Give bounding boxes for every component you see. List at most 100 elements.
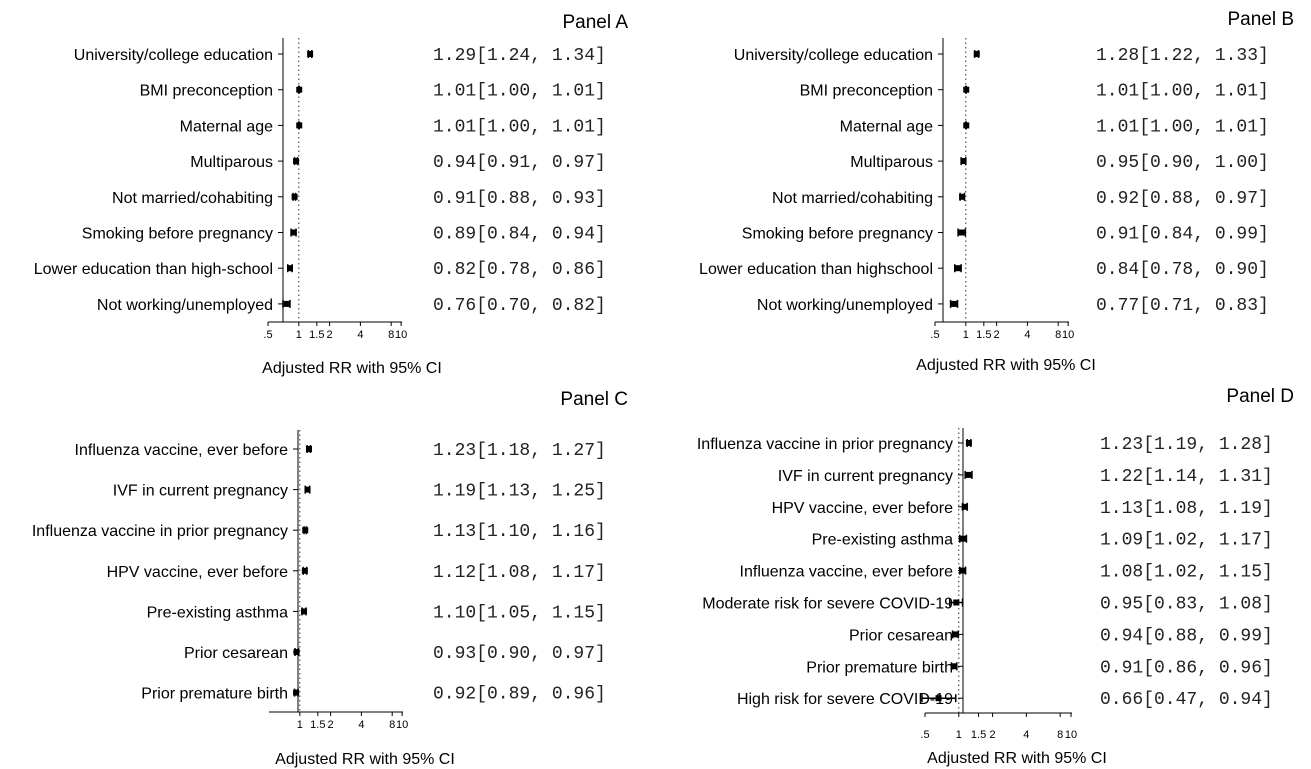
panel-d-row-label: Influenza vaccine in prior pregnancy xyxy=(697,436,953,453)
panel-d-point-estimate xyxy=(965,440,972,446)
panel-c-row-label: Prior premature birth xyxy=(141,686,288,703)
panel-b-point-estimate xyxy=(963,122,970,129)
panel-b-estimate-text: 0.77[0.71, 0.83] xyxy=(1096,296,1269,316)
panel-b-point-estimate xyxy=(955,265,962,272)
panel-d-point-estimate xyxy=(935,695,942,702)
panel-a-x-tick-label: 4 xyxy=(357,329,363,341)
panel-a-point-estimate xyxy=(293,158,300,165)
panel-c-estimate-text: 1.12[1.08, 1.17] xyxy=(433,563,606,583)
panel-a-row-label: Not married/cohabiting xyxy=(112,190,273,207)
panel-a-x-tick-label: 8 xyxy=(388,329,394,341)
panel-c-row-label: Prior cesarean xyxy=(184,645,288,662)
panel-b-x-tick-label: 10 xyxy=(1062,329,1074,341)
panel-d-title: Panel D xyxy=(1226,386,1294,407)
panel-d-estimate-text: 0.94[0.88, 0.99] xyxy=(1100,626,1273,646)
panel-b-row-label: Not married/cohabiting xyxy=(772,190,933,207)
panel-b-x-tick-label: 8 xyxy=(1055,329,1061,341)
panel-d-point-estimate xyxy=(959,535,966,542)
panel-c-x-tick-label: 1 xyxy=(297,719,303,731)
panel-b-point-estimate xyxy=(958,229,965,236)
panel-d-estimate-text: 1.08[1.02, 1.15] xyxy=(1100,563,1273,583)
panel-a-estimate-text: 0.91[0.88, 0.93] xyxy=(433,189,606,209)
panel-c-row-label: Influenza vaccine in prior pregnancy xyxy=(32,523,288,540)
panel-d-point-estimate xyxy=(961,503,968,510)
panel-c-row-label: Pre-existing asthma xyxy=(147,604,288,621)
panel-d-estimate-text: 0.91[0.86, 0.96] xyxy=(1100,658,1273,678)
panel-b-x-tick-label: 1 xyxy=(963,329,969,341)
panel-b-row-label: Maternal age xyxy=(840,118,933,135)
panel-d-estimate-text: 0.66[0.47, 0.94] xyxy=(1100,690,1273,710)
panel-b-point-estimate xyxy=(951,300,958,307)
panel-a-row-label: Maternal age xyxy=(180,118,273,135)
panel-d-row-label: Influenza vaccine, ever before xyxy=(740,564,954,581)
panel-d-row-label: Prior premature birth xyxy=(806,659,953,676)
panel-d-row-label: Moderate risk for severe COVID-19 xyxy=(702,596,953,613)
panel-c-estimate-text: 0.93[0.90, 0.97] xyxy=(433,644,606,664)
panel-b-row-label: Lower education than highschool xyxy=(699,261,933,278)
panel-d-x-tick-label: 1.5 xyxy=(971,729,986,741)
panel-c-estimate-text: 1.23[1.18, 1.27] xyxy=(433,441,606,461)
panel-a-estimate-text: 1.01[1.00, 1.01] xyxy=(433,117,606,137)
panel-a-x-tick-label: .5 xyxy=(263,329,272,341)
panel-a-x-tick-label: 10 xyxy=(395,329,407,341)
panel-c-point-estimate xyxy=(304,486,311,493)
panel-c-title: Panel C xyxy=(560,389,628,410)
panel-b-estimate-text: 0.84[0.78, 0.90] xyxy=(1096,260,1269,280)
panel-d-x-tick-label: 2 xyxy=(990,729,996,741)
panel-b-estimate-text: 0.91[0.84, 0.99] xyxy=(1096,225,1269,245)
panel-d-row-label: IVF in current pregnancy xyxy=(778,468,953,485)
panel-d-estimate-text: 0.95[0.83, 1.08] xyxy=(1100,595,1273,615)
panel-a-point-estimate xyxy=(286,265,293,272)
panel-c-estimate-text: 1.10[1.05, 1.15] xyxy=(433,603,606,623)
panel-b-x-tick-label: 4 xyxy=(1024,329,1030,341)
panel-a-row-label: BMI preconception xyxy=(140,83,273,100)
panel-c-point-estimate xyxy=(301,608,308,615)
panel-d-x-axis-title: Adjusted RR with 95% CI xyxy=(927,750,1107,767)
panel-b-x-tick-label: 2 xyxy=(994,329,1000,341)
panel-a-point-estimate xyxy=(296,86,303,93)
panel-b-row-label: University/college education xyxy=(734,47,933,64)
panel-c-row-label: Influenza vaccine, ever before xyxy=(75,442,289,459)
panel-d-estimate-text: 1.13[1.08, 1.19] xyxy=(1100,499,1273,519)
panel-c-estimate-text: 0.92[0.89, 0.96] xyxy=(433,685,606,705)
panel-a-point-estimate xyxy=(296,122,303,129)
panel-c-x-tick-label: 2 xyxy=(328,719,334,731)
panel-a-x-tick-label: 1.5 xyxy=(309,329,324,341)
panel-c-x-tick-label: 10 xyxy=(396,719,408,731)
panel-b-estimate-text: 1.01[1.00, 1.01] xyxy=(1096,82,1269,102)
panel-a-estimate-text: 1.01[1.00, 1.01] xyxy=(433,82,606,102)
panel-d-x-tick-label: 4 xyxy=(1023,729,1029,741)
panel-c-x-axis-title: Adjusted RR with 95% CI xyxy=(275,751,455,768)
panel-d-row-label: Pre-existing asthma xyxy=(812,532,953,549)
panel-a-title: Panel A xyxy=(563,12,629,33)
panel-c-x-tick-label: 4 xyxy=(358,719,364,731)
panel-c-estimate-text: 1.19[1.13, 1.25] xyxy=(433,482,606,502)
panel-d-point-estimate xyxy=(953,599,960,606)
panel-a-row-label: Not working/unemployed xyxy=(97,297,273,314)
panel-a-estimate-text: 0.82[0.78, 0.86] xyxy=(433,260,606,280)
panel-a-row-label: Smoking before pregnancy xyxy=(82,226,273,243)
panel-c-point-estimate xyxy=(306,446,313,452)
panel-d-estimate-text: 1.22[1.14, 1.31] xyxy=(1100,467,1273,487)
panel-a-x-axis-title: Adjusted RR with 95% CI xyxy=(262,360,442,377)
panel-a-point-estimate xyxy=(290,229,297,236)
panel-c-x-tick-label: 8 xyxy=(389,719,395,731)
panel-c-point-estimate xyxy=(302,527,309,534)
panel-d-x-tick-label: 8 xyxy=(1057,729,1063,741)
panel-b-row-label: Multiparous xyxy=(850,154,933,171)
panel-a-row-label: Lower education than high-school xyxy=(34,261,273,278)
panel-a-estimate-text: 1.29[1.24, 1.34] xyxy=(433,46,606,66)
panel-b-title: Panel B xyxy=(1227,9,1294,30)
panel-a-point-estimate xyxy=(283,300,290,307)
panel-a-estimate-text: 0.76[0.70, 0.82] xyxy=(433,296,606,316)
panel-a-estimate-text: 0.89[0.84, 0.94] xyxy=(433,225,606,245)
panel-d-point-estimate xyxy=(952,631,959,638)
panel-a-x-tick-label: 1 xyxy=(296,329,302,341)
panel-b-row-label: BMI preconception xyxy=(800,83,933,100)
panel-b-row-label: Not working/unemployed xyxy=(757,297,933,314)
panel-b-point-estimate xyxy=(960,158,967,165)
panel-b-estimate-text: 1.28[1.22, 1.33] xyxy=(1096,46,1269,66)
panel-d-point-estimate xyxy=(965,471,972,478)
panel-c-point-estimate xyxy=(293,649,300,655)
panel-b-point-estimate xyxy=(963,86,970,93)
